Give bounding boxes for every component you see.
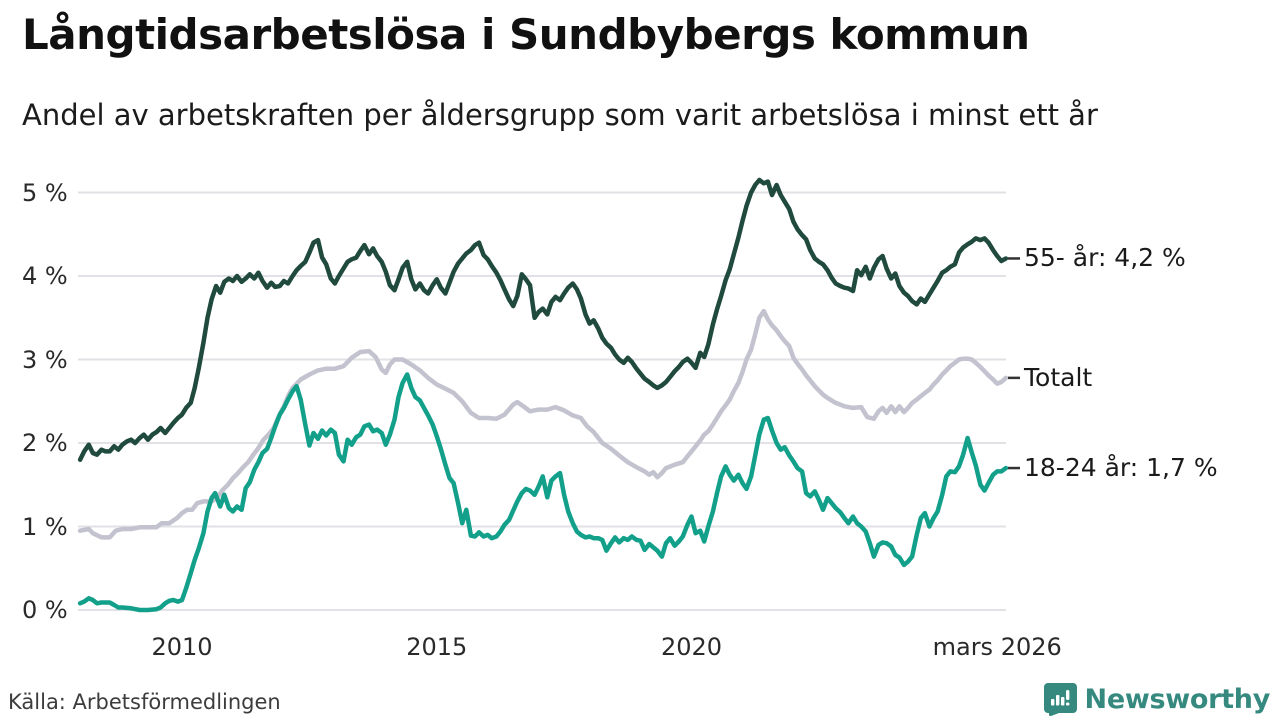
series-line-totalt bbox=[77, 308, 1009, 540]
y-axis-tick-5: 5 % bbox=[22, 178, 68, 207]
series-end-label-totalt: Totalt bbox=[1024, 362, 1093, 392]
x-axis-tick-2026: mars 2026 bbox=[932, 633, 1062, 661]
page-subtitle: Andel av arbetskraften per åldersgrupp s… bbox=[22, 98, 1098, 132]
y-axis-tick-0: 0 % bbox=[22, 596, 68, 624]
series-end-label-18-24-r: 18-24 år: 1,7 % bbox=[1024, 453, 1218, 483]
y-axis-tick-1: 1 % bbox=[22, 512, 68, 541]
x-axis-tick-2015: 2015 bbox=[406, 633, 468, 661]
series-end-label-55-r: 55- år: 4,2 % bbox=[1024, 243, 1186, 273]
source-label: Källa: Arbetsförmedlingen bbox=[8, 690, 281, 714]
page-title: Långtidsarbetslösa i Sundbybergs kommun bbox=[22, 10, 1030, 59]
y-axis-tick-2: 2 % bbox=[22, 429, 68, 457]
y-axis-tick-4: 4 % bbox=[22, 262, 68, 290]
newsworthy-logo[interactable]: Newsworthy bbox=[1043, 682, 1271, 716]
series-line-55-r bbox=[77, 177, 1009, 462]
x-axis-tick-2010: 2010 bbox=[151, 633, 213, 661]
newsworthy-icon bbox=[1043, 683, 1077, 716]
x-axis-tick-2020: 2020 bbox=[660, 633, 723, 661]
y-axis-tick-3: 3 % bbox=[22, 345, 68, 374]
newsworthy-wordmark: Newsworthy bbox=[1084, 683, 1271, 715]
series-line-18-24-r bbox=[77, 372, 1009, 613]
